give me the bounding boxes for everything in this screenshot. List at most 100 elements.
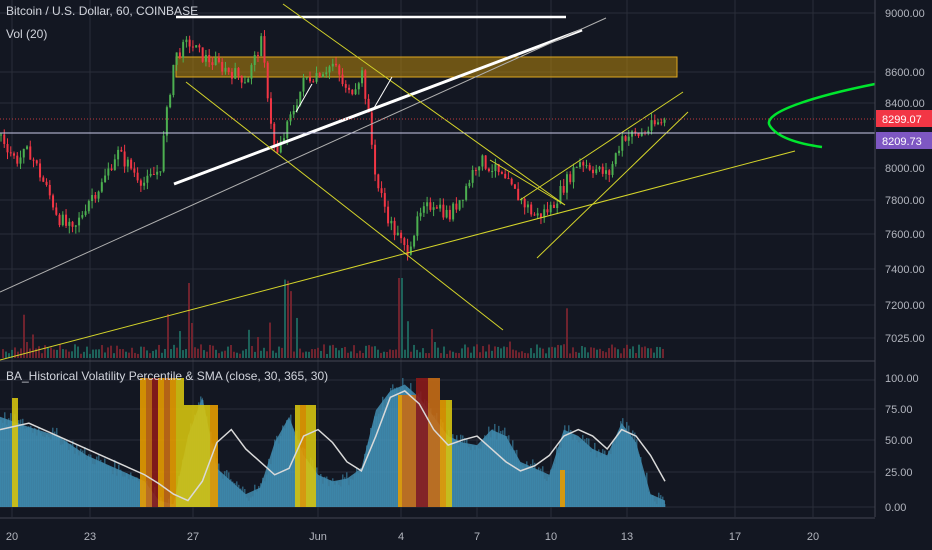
hvp-bar xyxy=(474,449,476,507)
volume-bar xyxy=(383,351,385,358)
candle-body xyxy=(104,175,107,183)
volume-bar xyxy=(224,350,226,358)
volume-bar xyxy=(557,344,559,358)
hvp-bar xyxy=(518,460,520,507)
volume-bar xyxy=(332,344,334,358)
hvp-highlight xyxy=(446,400,452,507)
hvp-bar xyxy=(106,465,108,507)
volume-bar xyxy=(116,345,118,358)
volume-bar xyxy=(368,345,370,358)
volume-bar xyxy=(146,350,148,358)
candle-body xyxy=(185,39,188,43)
volume-bar xyxy=(449,350,451,358)
hvp-bar xyxy=(550,469,552,507)
candle-body xyxy=(562,186,565,193)
volume-bar xyxy=(506,347,508,358)
hvp-bar xyxy=(520,463,522,507)
hvp-bar xyxy=(70,443,72,507)
hvp-bar xyxy=(44,437,46,507)
hvp-bar xyxy=(644,475,646,507)
volume-bar xyxy=(299,348,301,358)
volume-bar xyxy=(5,351,7,358)
candle-body xyxy=(367,98,370,113)
volume-bar xyxy=(326,353,328,358)
hvp-bar xyxy=(288,420,290,507)
hvp-bar xyxy=(534,462,536,507)
volume-bar xyxy=(578,352,580,358)
hvp-bar xyxy=(370,428,372,507)
resistance-zone xyxy=(175,56,678,78)
volume-bar xyxy=(554,347,556,358)
falling-trendline-3 xyxy=(489,159,566,206)
volume-bar xyxy=(86,346,88,358)
hvp-bar xyxy=(348,485,350,507)
price-tick-label: 7800.00 xyxy=(885,195,925,207)
candle-body xyxy=(48,184,51,196)
hvp-bar xyxy=(30,425,32,507)
volume-bar xyxy=(632,346,634,358)
hvp-bar xyxy=(100,459,102,507)
hvp-bar xyxy=(322,483,324,507)
candle-body xyxy=(419,212,422,217)
candle-body xyxy=(211,62,214,66)
candle-body xyxy=(68,221,71,226)
candle-body xyxy=(517,188,520,201)
volume-bar xyxy=(515,350,517,358)
volume-bar xyxy=(206,351,208,358)
hvp-bar xyxy=(290,414,292,507)
candle-body xyxy=(400,232,403,239)
volume-bar xyxy=(599,348,601,358)
hvp-bar xyxy=(134,477,136,507)
volume-bar xyxy=(653,352,655,358)
volume-bar xyxy=(14,347,16,358)
hvp-bar xyxy=(382,396,384,507)
hvp-bar xyxy=(82,450,84,507)
candle-body xyxy=(71,221,74,227)
hvp-bar xyxy=(130,472,132,507)
hvp-bar xyxy=(468,447,470,507)
hvp-bar xyxy=(380,411,382,507)
hvp-bar xyxy=(344,477,346,507)
hvp-bar xyxy=(500,431,502,507)
candle-body xyxy=(487,168,490,172)
volume-bar xyxy=(152,350,154,358)
hvp-bar xyxy=(250,497,252,507)
hvp-bar xyxy=(478,448,480,507)
volume-label: Vol (20) xyxy=(6,27,48,41)
candle-body xyxy=(110,168,113,170)
volume-bar xyxy=(572,347,574,358)
candle-body xyxy=(491,170,494,172)
volume-bar xyxy=(524,352,526,358)
hvp-bar xyxy=(50,439,52,507)
hvp-bar xyxy=(624,428,626,507)
volume-bar xyxy=(242,350,244,358)
volume-bar xyxy=(89,353,91,358)
candle-body xyxy=(650,120,653,131)
volume-bar xyxy=(245,349,247,358)
hvp-bar xyxy=(32,432,34,507)
volume-bar xyxy=(566,308,568,358)
volume-bar xyxy=(227,346,229,358)
candle-body xyxy=(224,67,227,72)
candle-body xyxy=(549,204,552,213)
hvp-bar xyxy=(120,469,122,507)
price-tag-label: 8209.73 xyxy=(882,136,922,148)
candle-body xyxy=(126,159,129,167)
volume-bar xyxy=(458,353,460,358)
volume-bar xyxy=(311,349,313,358)
volume-bar xyxy=(35,348,37,358)
hvp-bar xyxy=(472,445,474,507)
hvp-bar xyxy=(544,478,546,507)
hvp-bar xyxy=(28,426,30,507)
candle-body xyxy=(578,162,581,167)
volume-bar xyxy=(191,322,193,358)
candle-body xyxy=(39,163,42,178)
volume-bar xyxy=(59,344,61,358)
candle-body xyxy=(32,159,35,161)
volume-bar xyxy=(626,344,628,358)
hvp-bar xyxy=(454,439,456,507)
hvp-bar xyxy=(328,486,330,507)
candle-body xyxy=(390,220,393,224)
volume-bar xyxy=(659,347,661,358)
